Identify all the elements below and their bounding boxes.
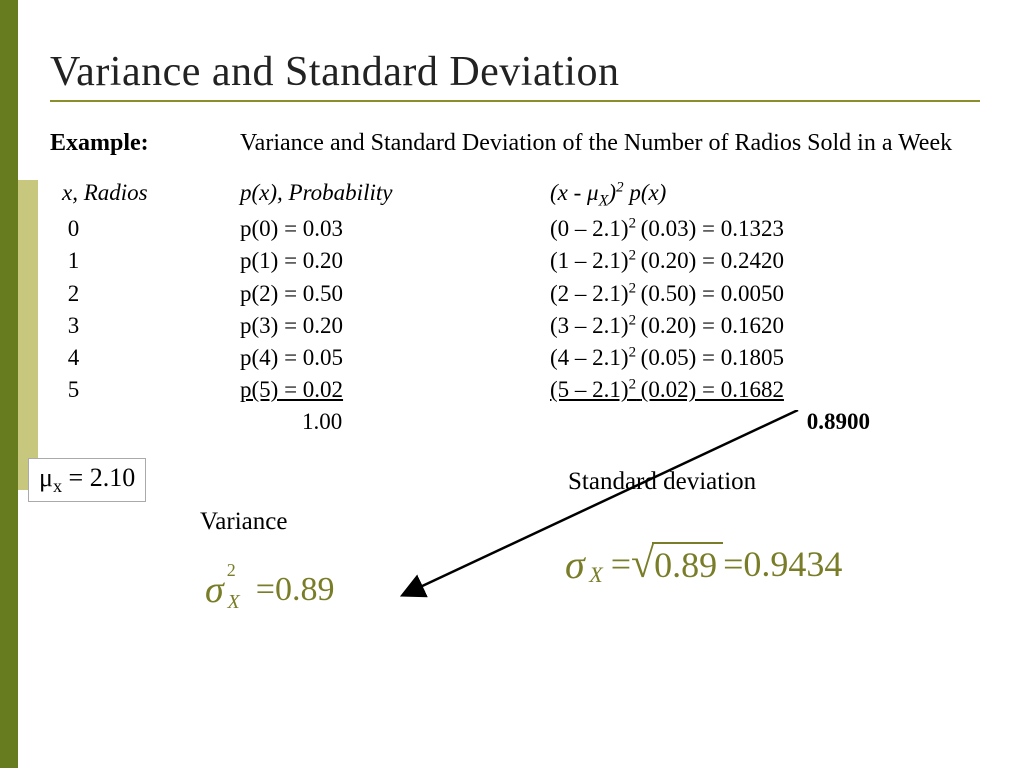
table-row: 4 p(4) = 0.05 (4 – 2.1)2 (0.05) = 0.1805 xyxy=(50,342,990,374)
table-row: 1 p(1) = 0.20 (1 – 2.1)2 (0.20) = 0.2420 xyxy=(50,245,990,277)
title-rule xyxy=(50,100,980,102)
stddev-label: Standard deviation xyxy=(568,468,756,496)
data-table: x, Radios p(x), Probability (x - μX)2 p(… xyxy=(50,177,990,438)
sqrt-symbol: √ 0.89 xyxy=(631,540,723,588)
table-row: 0 p(0) = 0.03 (0 – 2.1)2 (0.03) = 0.1323 xyxy=(50,213,990,245)
col3-header: (x - μX)2 p(x) xyxy=(550,177,930,213)
table-row: 2 p(2) = 0.50 (2 – 2.1)2 (0.50) = 0.0050 xyxy=(50,278,990,310)
sigma-symbol: σ X xyxy=(565,541,585,588)
example-text: Variance and Standard Deviation of the N… xyxy=(240,130,990,157)
table-header: x, Radios p(x), Probability (x - μX)2 p(… xyxy=(50,177,990,213)
variance-label: Variance xyxy=(200,508,287,536)
sidebar-accent-dark xyxy=(0,0,18,768)
variance-formula: σ 2 X = 0.89 xyxy=(205,568,334,612)
page-title: Variance and Standard Deviation xyxy=(50,48,990,96)
col1-header: x, Radios xyxy=(50,177,240,213)
example-row: Example: Variance and Standard Deviation… xyxy=(50,130,990,157)
mean-callout-box: μx = 2.10 xyxy=(28,458,146,502)
sigma-squared-symbol: σ 2 X xyxy=(205,568,224,612)
example-label: Example: xyxy=(50,130,240,157)
slide-content: Variance and Standard Deviation Example:… xyxy=(50,48,990,438)
stddev-formula: σ X = √ 0.89 = 0.9434 xyxy=(565,540,842,588)
table-total-row: 1.00 0.8900 xyxy=(50,406,990,438)
table-row: 3 p(3) = 0.20 (3 – 2.1)2 (0.20) = 0.1620 xyxy=(50,310,990,342)
col2-header: p(x), Probability xyxy=(240,177,550,213)
table-row: 5 p(5) = 0.02 (5 – 2.1)2 (0.02) = 0.1682 xyxy=(50,374,990,406)
